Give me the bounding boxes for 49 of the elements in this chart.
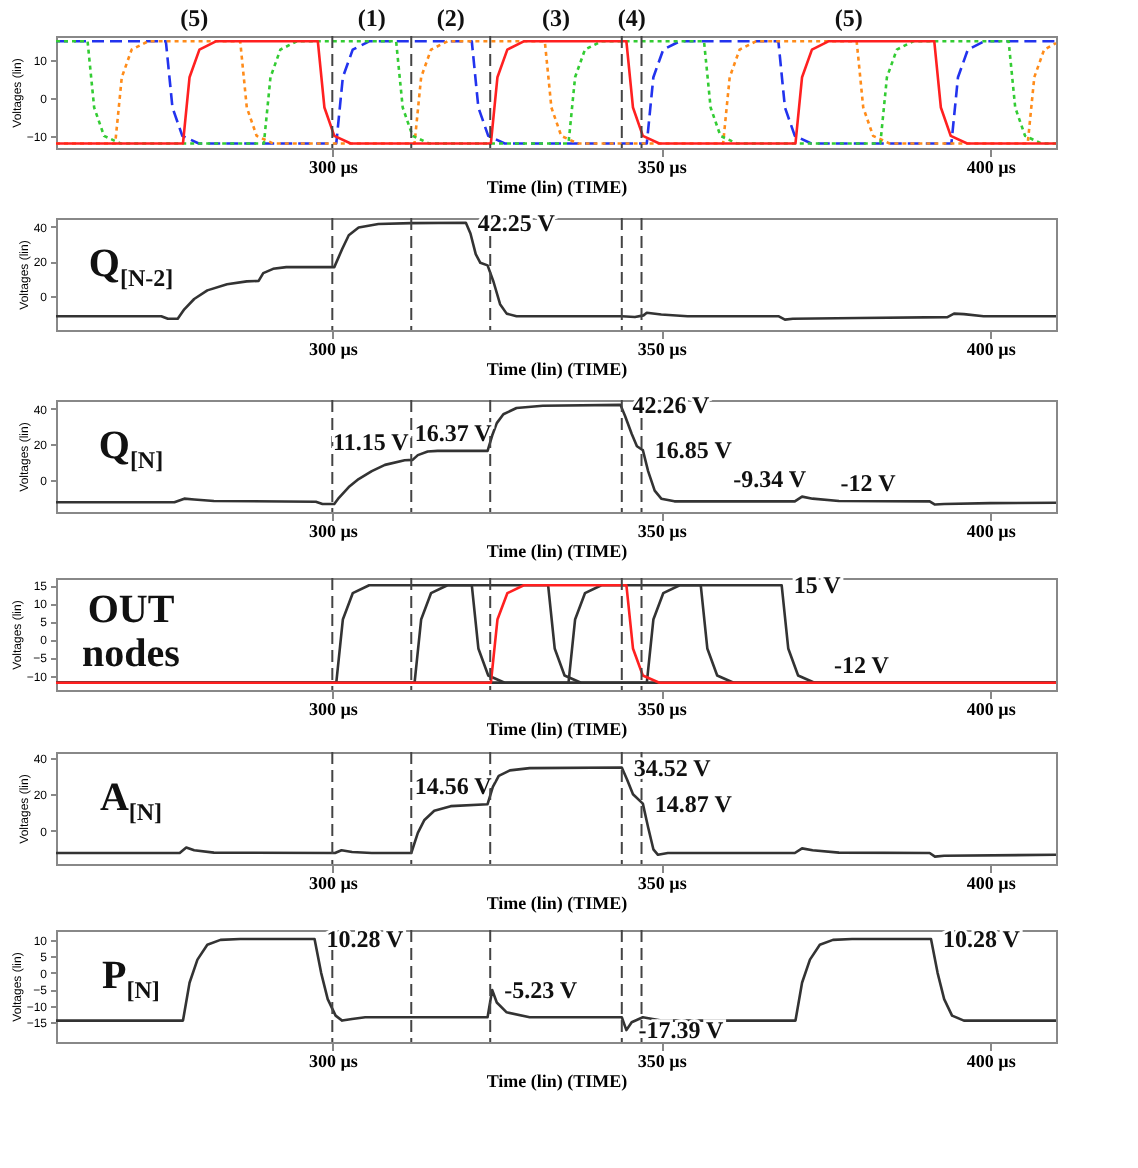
x-tick-label: 350 µs [637, 873, 688, 893]
annotation: 10.28 V [326, 924, 405, 953]
annotation: 14.87 V [654, 789, 733, 818]
x-tick-label: 400 µs [966, 339, 1017, 359]
annotation: -12 V [834, 650, 890, 679]
annotation: 11.15 V [333, 428, 410, 457]
x-tick-label: 400 µs [966, 157, 1017, 177]
x-tick-label: 300 µs [308, 699, 359, 719]
x-tick-label: 350 µs [637, 157, 688, 177]
annotation: -9.34 V [733, 464, 807, 493]
x-tick-label: 400 µs [966, 521, 1017, 541]
x-axis-title: Time (lin) (TIME) [486, 177, 628, 197]
annotation: 16.37 V [414, 418, 493, 447]
x-axis-title: Time (lin) (TIME) [486, 1071, 628, 1091]
x-tick-label: 350 µs [637, 339, 688, 359]
x-axis-title: Time (lin) (TIME) [486, 893, 628, 913]
x-tick-label: 350 µs [637, 699, 688, 719]
x-tick-label: 300 µs [308, 157, 359, 177]
annotation: 16.85 V [654, 436, 733, 465]
x-tick-label: 300 µs [308, 1051, 359, 1071]
annotation: -12 V [840, 469, 897, 498]
x-tick-label: 300 µs [308, 521, 359, 541]
text: (2) [436, 4, 465, 32]
annotation: 34.52 V [633, 753, 712, 782]
x-tick-label: 300 µs [308, 873, 359, 893]
annotation: 10.28 V [943, 924, 1021, 953]
x-tick-label: 350 µs [637, 521, 688, 541]
text: Q$_{[N]}$ [96, 424, 166, 478]
x-tick-label: 400 µs [966, 873, 1017, 893]
annotation: 14.56 V [414, 772, 493, 801]
x-axis-title: Time (lin) (TIME) [486, 719, 628, 739]
text: (3) [542, 4, 570, 32]
text: OUT nodes [80, 587, 182, 675]
text: A$_{[N]}$ [97, 776, 165, 830]
text: (5) [834, 4, 863, 32]
x-axis-title: Time (lin) (TIME) [486, 359, 628, 379]
text: (1) [357, 4, 386, 32]
annotation: 15 V [793, 571, 842, 600]
x-axis-title: Time (lin) (TIME) [486, 541, 628, 561]
annotation: -5.23 V [504, 976, 578, 1005]
text: (5) [180, 4, 209, 32]
x-tick-label: 300 µs [308, 339, 359, 359]
x-tick-label: 400 µs [966, 699, 1017, 719]
text: (4) [617, 4, 646, 32]
annotation: -17.39 V [638, 1016, 724, 1045]
x-tick-label: 350 µs [637, 1051, 688, 1071]
text: Q$_{[N-2]}$ [86, 242, 176, 296]
x-tick-label: 400 µs [966, 1051, 1017, 1071]
text: P$_{[N]}$ [100, 954, 162, 1008]
